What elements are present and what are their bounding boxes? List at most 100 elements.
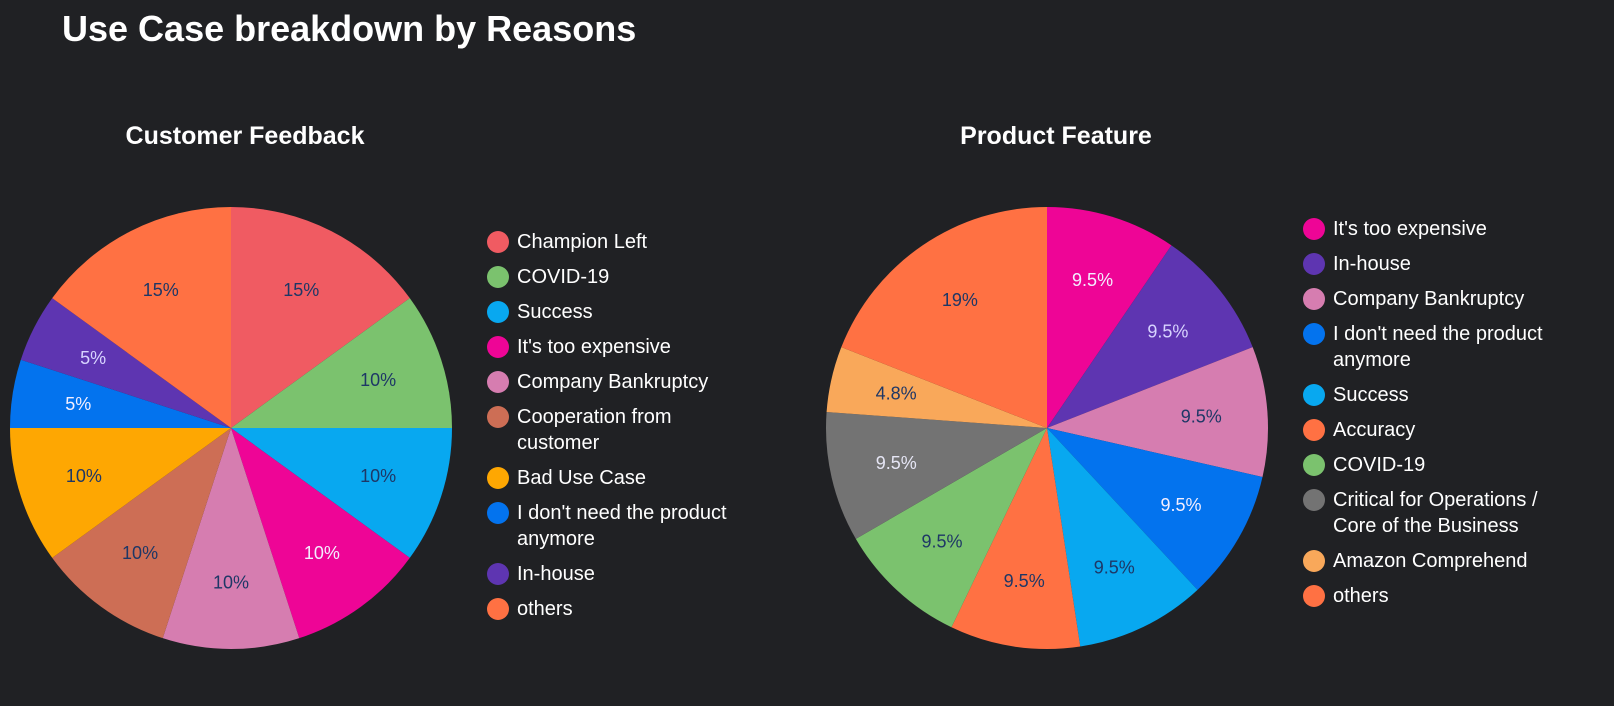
slice-data-label: 9.5% xyxy=(1094,557,1135,577)
page-title: Use Case breakdown by Reasons xyxy=(62,8,637,49)
slice-data-label: 4.8% xyxy=(876,384,917,404)
legend-color-dot-icon xyxy=(487,371,509,393)
legend-label: others xyxy=(1333,585,1389,607)
legend-color-dot-icon xyxy=(1303,288,1325,310)
legend-label: COVID-19 xyxy=(1333,454,1426,476)
legend-label: Cooperation from customer xyxy=(517,406,672,454)
pie-slice[interactable] xyxy=(855,428,1047,628)
slice-data-label: 10% xyxy=(304,543,340,563)
legend-item[interactable]: In-house xyxy=(487,561,747,587)
legend-label: Company Bankruptcy xyxy=(517,371,709,393)
pie-slice[interactable] xyxy=(20,298,231,428)
legend-color-dot-icon xyxy=(1303,384,1325,406)
pie-slice[interactable] xyxy=(231,298,452,428)
legend-item[interactable]: Bad Use Case xyxy=(487,465,747,491)
slice-data-label: 9.5% xyxy=(876,453,917,473)
chart-title-product-feature: Product Feature xyxy=(960,122,1152,150)
legend-color-dot-icon xyxy=(1303,550,1325,572)
pie-slice[interactable] xyxy=(10,359,231,428)
legend-color-dot-icon xyxy=(487,336,509,358)
pie-slice[interactable] xyxy=(1047,428,1263,590)
legend-item[interactable]: others xyxy=(1303,583,1553,609)
legend-color-dot-icon xyxy=(1303,489,1325,511)
legend-color-dot-icon xyxy=(1303,218,1325,240)
pie-slice[interactable] xyxy=(825,412,1047,539)
legend-label: Champion Left xyxy=(517,231,648,253)
pie-slice[interactable] xyxy=(1047,428,1198,647)
slice-data-label: 9.5% xyxy=(1147,321,1188,341)
legend-item[interactable]: COVID-19 xyxy=(1303,452,1553,478)
pie-slice[interactable] xyxy=(1047,245,1253,428)
legend-color-dot-icon xyxy=(1303,253,1325,275)
slice-data-label: 10% xyxy=(213,573,249,593)
legend-item[interactable]: Company Bankruptcy xyxy=(1303,286,1553,312)
legend-label: Success xyxy=(1333,384,1409,406)
legend-label: In-house xyxy=(517,563,595,585)
legend-label: Accuracy xyxy=(1333,419,1416,441)
slice-data-label: 10% xyxy=(360,370,396,390)
legend-color-dot-icon xyxy=(487,598,509,620)
legend-label: I don't need the product anymore xyxy=(517,502,727,550)
pie-slice[interactable] xyxy=(231,428,452,558)
legend-item[interactable]: I don't need the product anymore xyxy=(487,500,747,552)
legend-label: It's too expensive xyxy=(517,336,671,358)
chart-title-customer-feedback: Customer Feedback xyxy=(125,122,365,150)
legend-item[interactable]: Cooperation from customer xyxy=(487,404,747,456)
legend-color-dot-icon xyxy=(487,563,509,585)
legend-color-dot-icon xyxy=(487,406,509,428)
legend-item[interactable]: It's too expensive xyxy=(1303,216,1553,242)
legend-item[interactable]: Success xyxy=(1303,382,1553,408)
pie-slice[interactable] xyxy=(162,428,300,649)
legend-color-dot-icon xyxy=(487,502,509,524)
legend-label: Success xyxy=(517,301,593,323)
legend-color-dot-icon xyxy=(1303,419,1325,441)
slice-data-label: 9.5% xyxy=(1161,495,1202,515)
pie-slice[interactable] xyxy=(1047,347,1268,477)
legend-item[interactable]: Champion Left xyxy=(487,229,747,255)
legend-item[interactable]: Success xyxy=(487,299,747,325)
slice-data-label: 10% xyxy=(360,466,396,486)
legend-color-dot-icon xyxy=(487,266,509,288)
legend-item[interactable]: Amazon Comprehend xyxy=(1303,548,1553,574)
legend-item[interactable]: others xyxy=(487,596,747,622)
legend-label: Company Bankruptcy xyxy=(1333,288,1525,310)
slice-data-label: 5% xyxy=(65,394,91,414)
legend-product-feature: It's too expensive In-house Company Bankru… xyxy=(1303,216,1553,618)
legend-label: Amazon Comprehend xyxy=(1333,550,1528,572)
pie-slice[interactable] xyxy=(10,428,231,558)
legend-item[interactable]: Accuracy xyxy=(1303,417,1553,443)
legend-item[interactable]: Critical for Operations / Core of the Bu… xyxy=(1303,487,1553,539)
legend-label: Bad Use Case xyxy=(517,467,646,489)
legend-item[interactable]: I don't need the product anymore xyxy=(1303,321,1553,373)
legend-label: It's too expensive xyxy=(1333,218,1487,240)
slice-data-label: 9.5% xyxy=(1072,270,1113,290)
slice-data-label: 15% xyxy=(143,280,179,300)
slice-data-label: 9.5% xyxy=(921,532,962,552)
pie-slice[interactable] xyxy=(951,428,1081,650)
slice-data-label: 10% xyxy=(66,466,102,486)
legend-color-dot-icon xyxy=(487,231,509,253)
slice-data-label: 19% xyxy=(942,290,978,310)
slice-data-label: 5% xyxy=(80,348,106,368)
legend-color-dot-icon xyxy=(1303,454,1325,476)
pie-slice[interactable] xyxy=(52,207,231,428)
pie-slice[interactable] xyxy=(231,428,410,639)
legend-item[interactable]: In-house xyxy=(1303,251,1553,277)
pie-slice[interactable] xyxy=(826,347,1047,428)
legend-item[interactable]: COVID-19 xyxy=(487,264,747,290)
pie-slice[interactable] xyxy=(841,207,1047,428)
slice-data-label: 9.5% xyxy=(1181,406,1222,426)
legend-color-dot-icon xyxy=(1303,323,1325,345)
legend-item[interactable]: Company Bankruptcy xyxy=(487,369,747,395)
legend-customer-feedback: Champion Left COVID-19 Success It's too exp… xyxy=(487,229,747,631)
legend-color-dot-icon xyxy=(487,301,509,323)
legend-item[interactable]: It's too expensive xyxy=(487,334,747,360)
legend-color-dot-icon xyxy=(1303,585,1325,607)
pie-slice[interactable] xyxy=(231,207,410,428)
legend-label: I don't need the product anymore xyxy=(1333,323,1543,371)
slice-data-label: 10% xyxy=(122,543,158,563)
legend-label: COVID-19 xyxy=(517,266,610,288)
pie-slice[interactable] xyxy=(1047,207,1172,428)
pie-slice[interactable] xyxy=(52,428,231,639)
